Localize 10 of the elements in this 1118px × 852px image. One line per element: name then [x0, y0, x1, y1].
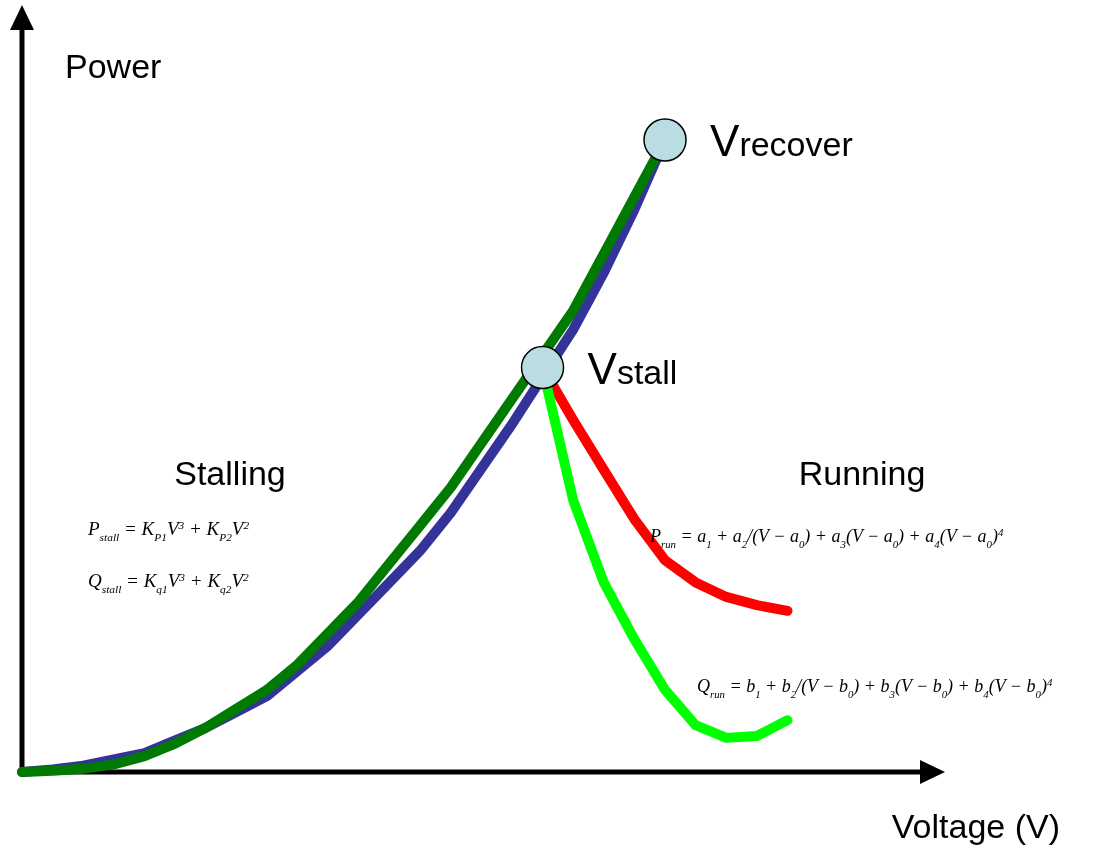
annotation: Running: [798, 454, 926, 492]
annotation: Vstall: [587, 343, 678, 393]
text: Q$_{run}$ = b$_{1}$ + b$_{2}$/(V − b$_{0}$) + b$_{3}$(V − b$_{0}$) + b$_{4}$(V − b$_{0}$)$^{4}$: [697, 676, 1053, 700]
y-axis-title: Power: [65, 47, 162, 85]
text: Q$_{stall}$ = K$_{q1}$V$^{3}$ + K$_{q2}$V$^{2}$: [88, 570, 249, 595]
text: P$_{stall}$ = K$_{P1}$V$^{3}$ + K$_{P2}$V$^{2}$: [88, 518, 250, 543]
text: P$_{run}$ = a$_{1}$ + a$_{2}$/(V − a$_{0}$) + a$_{3}$(V − a$_{0}$) + a$_{4}$(V − a$_{0}$)$^{4}$: [650, 526, 1004, 550]
annotation: Vrecover: [710, 116, 853, 165]
x-axis-title: Voltage (V): [891, 807, 1060, 845]
annotation: Stalling: [174, 454, 286, 492]
